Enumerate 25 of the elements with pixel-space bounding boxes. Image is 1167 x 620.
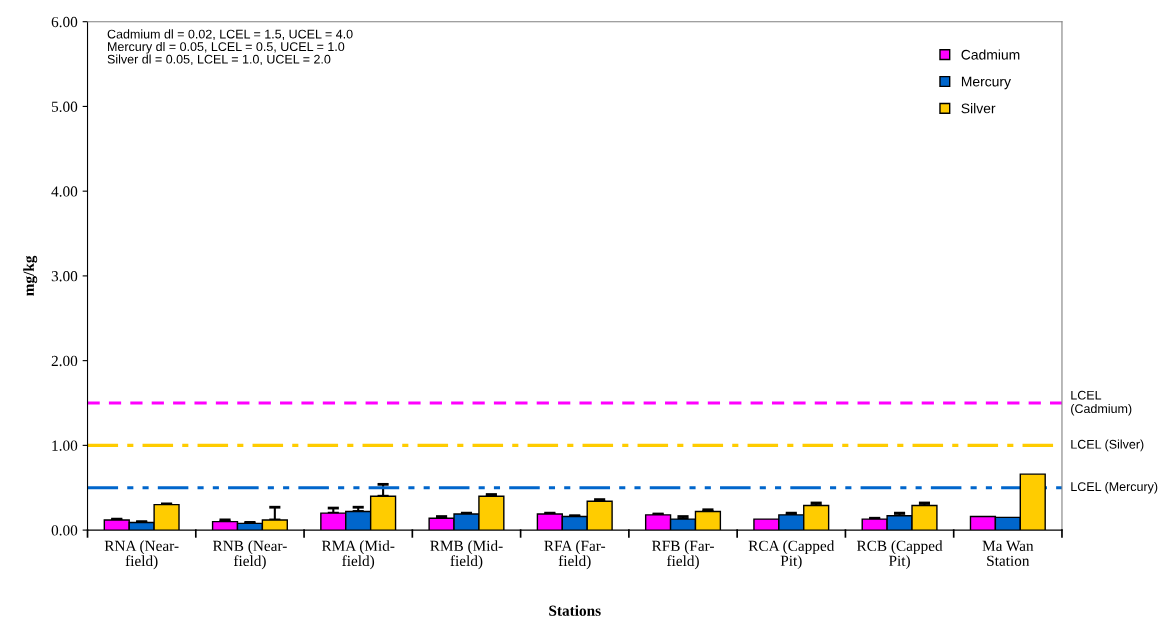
y-tick-label: 6.00: [51, 16, 78, 28]
legend-label: Mercury: [961, 76, 1011, 90]
ref-line-label: LCEL (Silver): [1071, 439, 1144, 452]
x-tick-label: RFB (Far-field): [651, 540, 714, 570]
y-tick-label: 3.00: [51, 271, 78, 282]
x-tick-label: RMB (Mid-field): [430, 540, 503, 570]
legend-label: Silver: [961, 103, 996, 114]
x-tick-label: Ma Wan Station: [982, 540, 1034, 566]
y-axis-title: mg/kg: [23, 255, 38, 296]
x-tick-label: RCA (Capped Pit): [748, 540, 835, 570]
ref-line-label: LCEL (Mercury): [1071, 481, 1158, 494]
y-tick-label: 5.00: [51, 101, 78, 112]
annotation: Cadmium dl = 0.02, LCEL = 1.5, UCEL = 4.0 Mercury dl = 0.05, LCEL = 0.5, UCEL = 1.0 Silver dl = 0.05, LCEL = 1.0, UCEL = 2.0: [107, 29, 353, 66]
y-tick-label: 1.00: [52, 440, 78, 451]
x-tick-label: RFA (Far-field): [544, 540, 606, 570]
x-axis-title: Stations: [549, 605, 601, 616]
y-tick-label: 4.00: [51, 186, 78, 197]
ref-line-label: LCEL (Cadmium): [1071, 390, 1132, 416]
x-tick-label: RNA (Near-field): [104, 540, 179, 570]
x-tick-label: RNB (Near-field): [212, 540, 287, 570]
x-tick-label: RMA (Mid-field): [321, 540, 395, 570]
y-tick-label: 0.00: [51, 525, 78, 536]
legend-label: Cadmium: [961, 49, 1020, 60]
x-tick-label: RCB (Capped Pit): [856, 540, 943, 570]
y-tick-label: 2.00: [51, 355, 78, 367]
